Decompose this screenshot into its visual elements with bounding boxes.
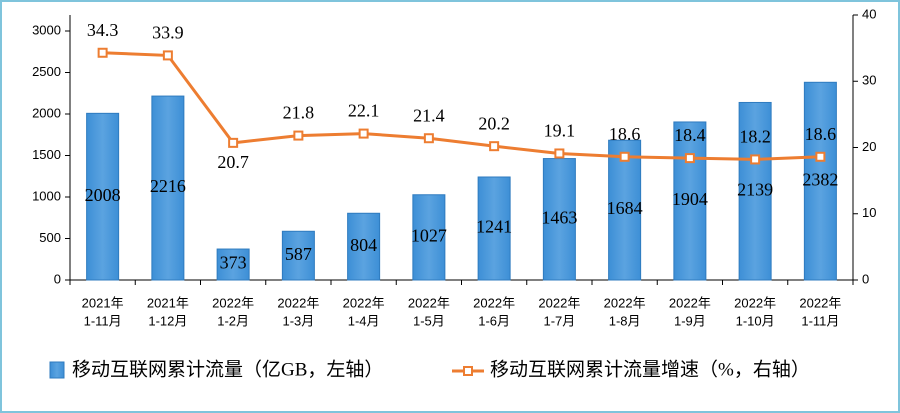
x-tick-label: 2022年: [277, 295, 319, 310]
bar: [542, 158, 576, 281]
bar-value-label: 1684: [607, 198, 643, 218]
x-tick-label: 2022年: [343, 295, 385, 310]
y-tick-label: 1500: [32, 147, 61, 162]
line-value-label: 33.9: [152, 23, 184, 43]
x-tick-label: 2022年: [669, 295, 711, 310]
line: [102, 51, 821, 161]
legend-marker: [463, 366, 473, 376]
y-tick-label: 0: [54, 271, 61, 286]
line-value-label: 34.3: [87, 20, 119, 40]
marker: [815, 151, 826, 162]
bar: [281, 230, 315, 281]
x-tick-label: 1-8月: [609, 313, 641, 328]
bar: [86, 112, 120, 281]
bar: [216, 248, 250, 281]
y2-tick-label: 40: [862, 6, 876, 21]
x-tick-label: 2022年: [538, 295, 580, 310]
line-value-label: 18.4: [674, 125, 706, 145]
line-value-label: 22.1: [348, 101, 380, 121]
bar-value-label: 804: [350, 235, 377, 255]
bar-value-label: 373: [220, 253, 247, 273]
marker: [228, 137, 239, 148]
y2-tick-label: 10: [862, 205, 876, 220]
marker: [554, 148, 565, 159]
line-value-label: 20.2: [478, 113, 510, 133]
x-tick-label: 1-10月: [736, 313, 775, 328]
line-value-label: 18.6: [805, 124, 837, 144]
line-value-label: 18.6: [609, 124, 641, 144]
x-tick-label: 1-5月: [413, 313, 445, 328]
marker: [750, 154, 761, 165]
bar: [608, 139, 642, 281]
y2-tick-label: 30: [862, 73, 876, 88]
marker: [162, 50, 173, 61]
line-value-label: 21.8: [283, 103, 315, 123]
x-tick-label: 1-11月: [84, 313, 122, 328]
bar-value-label: 2008: [85, 185, 121, 205]
line-value-label: 20.7: [217, 152, 249, 172]
y2-tick-label: 0: [862, 271, 869, 286]
line-value-label: 21.4: [413, 105, 445, 125]
x-tick-label: 1-12月: [148, 313, 187, 328]
marker: [489, 141, 500, 152]
x-tick-label: 1-11月: [801, 313, 839, 328]
legend-swatch: [49, 361, 65, 379]
x-tick-label: 2022年: [212, 295, 254, 310]
x-tick-label: 1-3月: [282, 313, 314, 328]
bar-value-label: 2216: [150, 176, 186, 196]
bar: [347, 212, 381, 281]
y2-tick-label: 20: [862, 139, 876, 154]
x-tick-label: 2021年: [82, 295, 124, 310]
y-tick-label: 2500: [32, 64, 61, 79]
bar: [738, 101, 772, 281]
x-tick-label: 2022年: [408, 295, 450, 310]
bar-value-label: 1904: [672, 189, 708, 209]
bar: [412, 194, 446, 281]
marker: [684, 153, 695, 164]
x-tick-label: 2022年: [734, 295, 776, 310]
legend-label: 移动互联网累计流量增速（%，右轴）: [490, 358, 810, 380]
bar: [151, 95, 185, 281]
bar-value-label: 2139: [737, 179, 773, 199]
x-tick-label: 2022年: [604, 295, 646, 310]
marker: [293, 130, 304, 141]
bar-value-label: 587: [285, 244, 312, 264]
marker: [619, 151, 630, 162]
x-tick-label: 1-4月: [348, 313, 380, 328]
bar-value-label: 1027: [411, 226, 447, 246]
bar: [477, 176, 511, 281]
marker: [97, 47, 108, 58]
x-tick-label: 1-7月: [543, 313, 575, 328]
y-tick-label: 3000: [32, 22, 61, 37]
x-tick-label: 2022年: [799, 295, 841, 310]
bar: [673, 121, 707, 281]
x-tick-label: 1-6月: [478, 313, 510, 328]
marker: [423, 133, 434, 144]
x-tick-label: 2022年: [473, 295, 515, 310]
bar: [803, 81, 837, 281]
bar-value-label: 1463: [541, 207, 577, 227]
legend: 移动互联网累计流量（亿GB，左轴） 移动互联网累计流量增速（%，右轴）: [49, 358, 810, 380]
bar-value-label: 2382: [802, 169, 838, 189]
bar-value-label: 1241: [476, 217, 512, 237]
line-value-label: 18.2: [739, 127, 771, 147]
x-tick-label: 1-9月: [674, 313, 706, 328]
x-tick-label: 1-2月: [217, 313, 249, 328]
x-tick-label: 2021年: [147, 295, 189, 310]
y-tick-label: 2000: [32, 105, 61, 120]
marker: [358, 128, 369, 139]
legend-label: 移动互联网累计流量（亿GB，左轴）: [72, 358, 383, 380]
y-tick-label: 500: [39, 230, 61, 245]
line-value-label: 19.1: [544, 121, 576, 141]
y-tick-label: 1000: [32, 188, 61, 203]
